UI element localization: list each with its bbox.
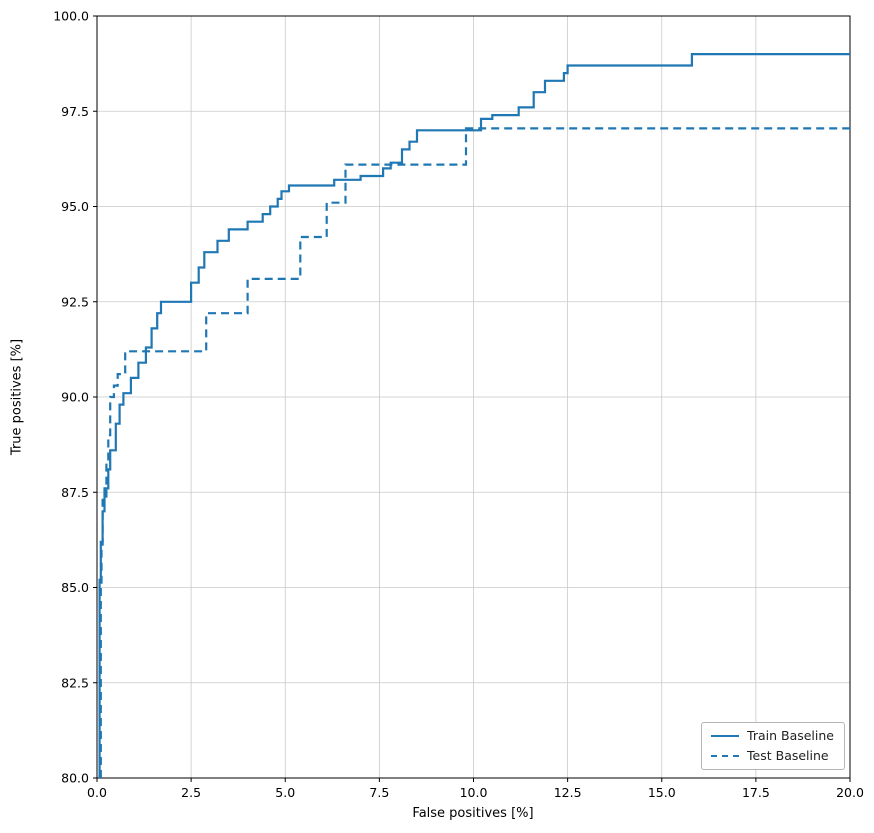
x-tick-label: 17.5 — [742, 785, 770, 800]
legend: Train Baseline Test Baseline — [701, 722, 845, 770]
x-tick-label: 0.0 — [87, 785, 107, 800]
x-tick-label: 10.0 — [460, 785, 488, 800]
train-line-sample-icon — [711, 735, 740, 738]
test-baseline-line — [99, 127, 850, 778]
y-tick-label: 82.5 — [61, 675, 89, 690]
y-tick-label: 80.0 — [61, 771, 89, 786]
train-baseline-line — [98, 53, 850, 778]
y-tick-label: 97.5 — [61, 104, 89, 119]
x-tick-label: 5.0 — [275, 785, 295, 800]
y-tick-label: 90.0 — [61, 390, 89, 405]
x-tick-label: 15.0 — [648, 785, 676, 800]
x-tick-label: 7.5 — [369, 785, 389, 800]
test-line-sample-icon — [711, 754, 740, 757]
y-tick-label: 87.5 — [61, 485, 89, 500]
x-tick-label: 12.5 — [554, 785, 582, 800]
legend-label-test: Test Baseline — [747, 747, 829, 763]
x-axis-label: False positives [%] — [412, 806, 534, 821]
legend-item-test: Test Baseline — [711, 747, 834, 763]
y-tick-label: 92.5 — [61, 294, 89, 309]
legend-item-train: Train Baseline — [711, 728, 834, 743]
legend-label-train: Train Baseline — [747, 728, 834, 743]
x-tick-label: 20.0 — [836, 785, 864, 800]
y-axis-label: True positives [%] — [9, 338, 25, 456]
y-tick-label: 85.0 — [61, 580, 89, 595]
y-tick-label: 95.0 — [61, 199, 89, 214]
x-tick-label: 2.5 — [181, 785, 201, 800]
y-tick-label: 100.0 — [53, 9, 89, 24]
